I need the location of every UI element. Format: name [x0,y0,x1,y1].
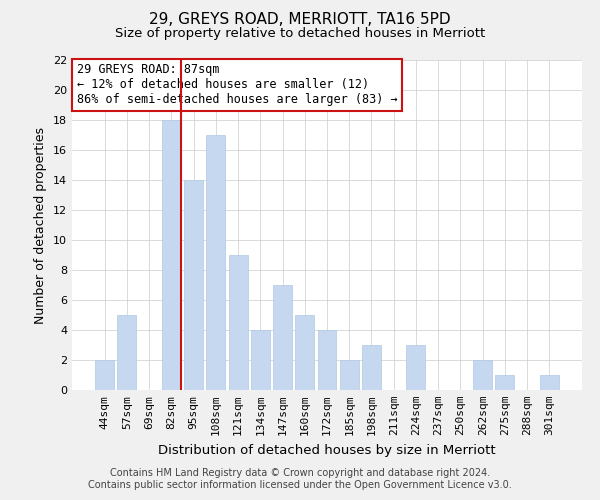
Bar [184,180,203,390]
Text: Size of property relative to detached houses in Merriott: Size of property relative to detached ho… [115,28,485,40]
Bar [540,375,559,390]
Bar [273,285,292,390]
Bar [251,330,270,390]
Bar [362,345,381,390]
Bar [406,345,425,390]
Bar [162,120,181,390]
X-axis label: Distribution of detached houses by size in Merriott: Distribution of detached houses by size … [158,444,496,456]
Text: Contains HM Land Registry data © Crown copyright and database right 2024.: Contains HM Land Registry data © Crown c… [110,468,490,477]
Bar [229,255,248,390]
Bar [206,135,225,390]
Text: 29, GREYS ROAD, MERRIOTT, TA16 5PD: 29, GREYS ROAD, MERRIOTT, TA16 5PD [149,12,451,28]
Bar [496,375,514,390]
Bar [295,315,314,390]
Bar [95,360,114,390]
Bar [340,360,359,390]
Y-axis label: Number of detached properties: Number of detached properties [34,126,47,324]
Bar [317,330,337,390]
Text: 29 GREYS ROAD: 87sqm
← 12% of detached houses are smaller (12)
86% of semi-detac: 29 GREYS ROAD: 87sqm ← 12% of detached h… [77,64,398,106]
Bar [118,315,136,390]
Bar [473,360,492,390]
Text: Contains public sector information licensed under the Open Government Licence v3: Contains public sector information licen… [88,480,512,490]
